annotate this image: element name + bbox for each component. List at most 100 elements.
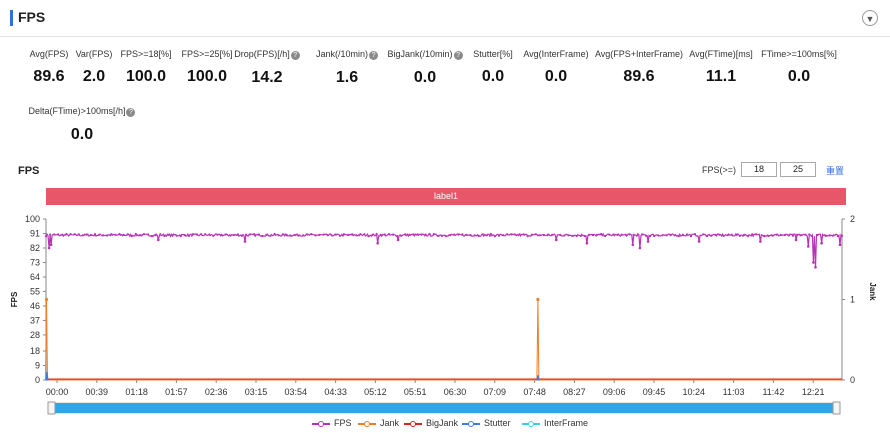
fps-point [310, 233, 313, 236]
fps-point [412, 233, 415, 236]
fps-point [232, 233, 235, 237]
metric-10: Avg(FTime)[ms] 11.1 [651, 49, 791, 86]
fps-point [649, 235, 652, 238]
fps-dip-point [838, 243, 842, 247]
fps-point [449, 234, 452, 237]
fps-point [710, 234, 713, 237]
legend-item-bigjank[interactable]: BigJank [404, 418, 458, 428]
legend-item-stutter[interactable]: Stutter [462, 418, 511, 428]
fps-series-line [45, 232, 843, 268]
fps-dip-point [814, 266, 817, 269]
fps-point [604, 234, 607, 238]
fps-point [253, 233, 256, 236]
metric-7: Stutter[%] 0.0 [423, 49, 563, 86]
fps-point [396, 235, 399, 238]
fps-dip-point [807, 245, 810, 248]
metric-value: 0.0 [481, 68, 505, 85]
fps-point [363, 233, 366, 236]
section-accent-bar [10, 10, 13, 26]
x-tick-label: 00:39 [86, 387, 109, 397]
x-tick-label: 09:06 [603, 387, 626, 397]
chevron-down-icon[interactable]: ▼ [862, 10, 878, 26]
stutter-spike [536, 375, 540, 381]
fps-point [240, 234, 243, 237]
fps-dip-point [820, 241, 823, 245]
zoom-slider-handle-left[interactable] [47, 401, 56, 415]
fps-point [751, 233, 754, 236]
section-title: FPS [18, 9, 46, 25]
fps-point [318, 233, 321, 236]
help-icon[interactable]: ? [369, 51, 379, 60]
help-icon[interactable]: ? [126, 108, 136, 117]
fps-point [567, 234, 570, 237]
fps-point [579, 234, 582, 238]
fps-point [473, 234, 476, 237]
fps-point [306, 233, 309, 236]
fps-point [673, 234, 676, 237]
metric-label: Avg(FPS) [0, 49, 119, 59]
fps-point [840, 234, 844, 237]
fps-point [510, 233, 513, 236]
fps-point [49, 233, 52, 236]
fps-dip-point [49, 243, 53, 247]
metric-label-text: Delta(FTime)>100ms[/h] [28, 106, 126, 116]
fps-point [612, 233, 615, 236]
fps-point [485, 234, 488, 237]
threshold-high-input[interactable]: 25 [780, 162, 816, 177]
fps-point [93, 233, 97, 236]
fps-point [706, 234, 709, 238]
reset-button[interactable]: 重置 [826, 166, 845, 176]
fps-point [693, 233, 697, 236]
metric-label-text: FPS>=18[%] [120, 49, 172, 59]
fps-point [85, 233, 88, 236]
fps-point [714, 233, 717, 236]
zoom-slider-handle-right[interactable] [832, 401, 841, 415]
fps-point [187, 234, 190, 237]
fps-point [432, 233, 435, 236]
fps-dip-point [638, 246, 642, 250]
fps-point [636, 233, 640, 236]
fps-point [767, 234, 770, 238]
metric-1: Var(FPS) 2.0 [24, 49, 164, 86]
help-icon[interactable]: ? [290, 51, 300, 60]
fps-point [236, 233, 239, 236]
legend-label: InterFrame [544, 418, 589, 428]
fps-point [518, 233, 521, 236]
y-tick-label: 0 [35, 375, 40, 385]
metric-value: 0.0 [70, 126, 94, 143]
fps-point [151, 235, 154, 238]
fps-dip-point [376, 241, 380, 245]
metric-label-text: Jank(/10min) [315, 49, 369, 59]
legend-label: FPS [334, 418, 352, 428]
fps-point [816, 233, 819, 237]
y-tick-label: 46 [30, 301, 40, 311]
legend-label: Stutter [484, 418, 511, 428]
fps-point [89, 233, 92, 237]
jank-series-line [44, 299, 842, 381]
legend-swatch-icon [358, 420, 376, 428]
fps-point [98, 233, 101, 236]
fps-point [224, 233, 227, 236]
x-tick-label: 08:27 [563, 387, 586, 397]
legend-item-interframe[interactable]: InterFrame [522, 418, 588, 428]
fps-point [444, 235, 448, 238]
fps-point [244, 233, 248, 236]
fps-point [338, 234, 341, 237]
help-icon[interactable]: ? [453, 51, 463, 60]
fps-point [624, 233, 627, 236]
fps-point [506, 233, 509, 236]
label-bar[interactable]: label1 [46, 188, 846, 205]
fps-point [689, 235, 693, 238]
fps-point [175, 234, 178, 237]
metric-value: 14.2 [251, 69, 283, 86]
threshold-low-input[interactable]: 18 [741, 162, 777, 177]
fps-point [747, 235, 750, 238]
legend-item-jank[interactable]: Jank [358, 418, 399, 428]
fps-point [787, 234, 791, 237]
fps-point [783, 233, 787, 237]
fps-point [134, 232, 137, 236]
legend-item-fps[interactable]: FPS [312, 418, 352, 428]
metric-value: 100.0 [186, 68, 228, 85]
fps-point [832, 234, 835, 237]
fps-point [269, 234, 272, 237]
